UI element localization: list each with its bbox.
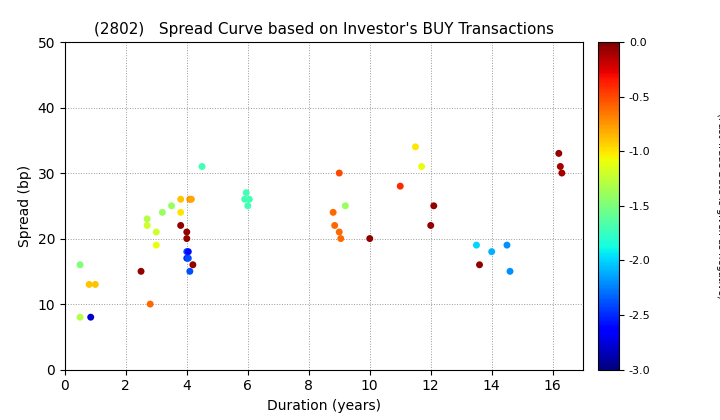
Point: [85, 314, 96, 320]
Point: [364, 235, 376, 242]
Point: [328, 209, 339, 216]
Point: [425, 222, 436, 229]
Point: [556, 170, 567, 176]
Point: [474, 261, 485, 268]
Point: [183, 248, 194, 255]
Point: [183, 255, 194, 262]
Point: [410, 144, 421, 150]
Point: [242, 202, 253, 209]
Point: [335, 235, 346, 242]
Point: [181, 248, 192, 255]
Point: [150, 228, 162, 235]
Point: [240, 189, 252, 196]
Point: [340, 202, 351, 209]
Point: [89, 281, 101, 288]
Point: [175, 196, 186, 202]
X-axis label: Duration (years): Duration (years): [267, 399, 381, 413]
Point: [471, 242, 482, 249]
Point: [333, 170, 345, 176]
Point: [157, 209, 168, 216]
Title: (2802)   Spread Curve based on Investor's BUY Transactions: (2802) Spread Curve based on Investor's …: [94, 22, 554, 37]
Point: [145, 301, 156, 307]
Point: [333, 228, 345, 235]
Point: [184, 268, 196, 275]
Point: [135, 268, 147, 275]
Point: [187, 261, 199, 268]
Point: [181, 255, 192, 262]
Point: [186, 196, 197, 202]
Point: [504, 268, 516, 275]
Point: [74, 261, 86, 268]
Point: [74, 314, 86, 320]
Y-axis label: Spread (bp): Spread (bp): [18, 165, 32, 247]
Point: [239, 196, 251, 202]
Point: [184, 196, 196, 202]
Point: [416, 163, 428, 170]
Point: [141, 215, 153, 222]
Point: [181, 235, 192, 242]
Point: [243, 196, 255, 202]
Point: [181, 228, 192, 235]
Point: [166, 202, 177, 209]
Point: [141, 222, 153, 229]
Point: [175, 222, 186, 229]
Point: [428, 202, 439, 209]
Point: [554, 163, 566, 170]
Point: [395, 183, 406, 189]
Point: [501, 242, 513, 249]
Point: [486, 248, 498, 255]
Point: [150, 242, 162, 249]
Point: [553, 150, 564, 157]
Point: [197, 163, 208, 170]
Point: [329, 222, 341, 229]
Point: [175, 209, 186, 216]
Y-axis label: Time in years between 11/15/2024 and Trade Date
(Past Trade Date is given as neg: Time in years between 11/15/2024 and Tra…: [716, 81, 720, 330]
Point: [84, 281, 95, 288]
